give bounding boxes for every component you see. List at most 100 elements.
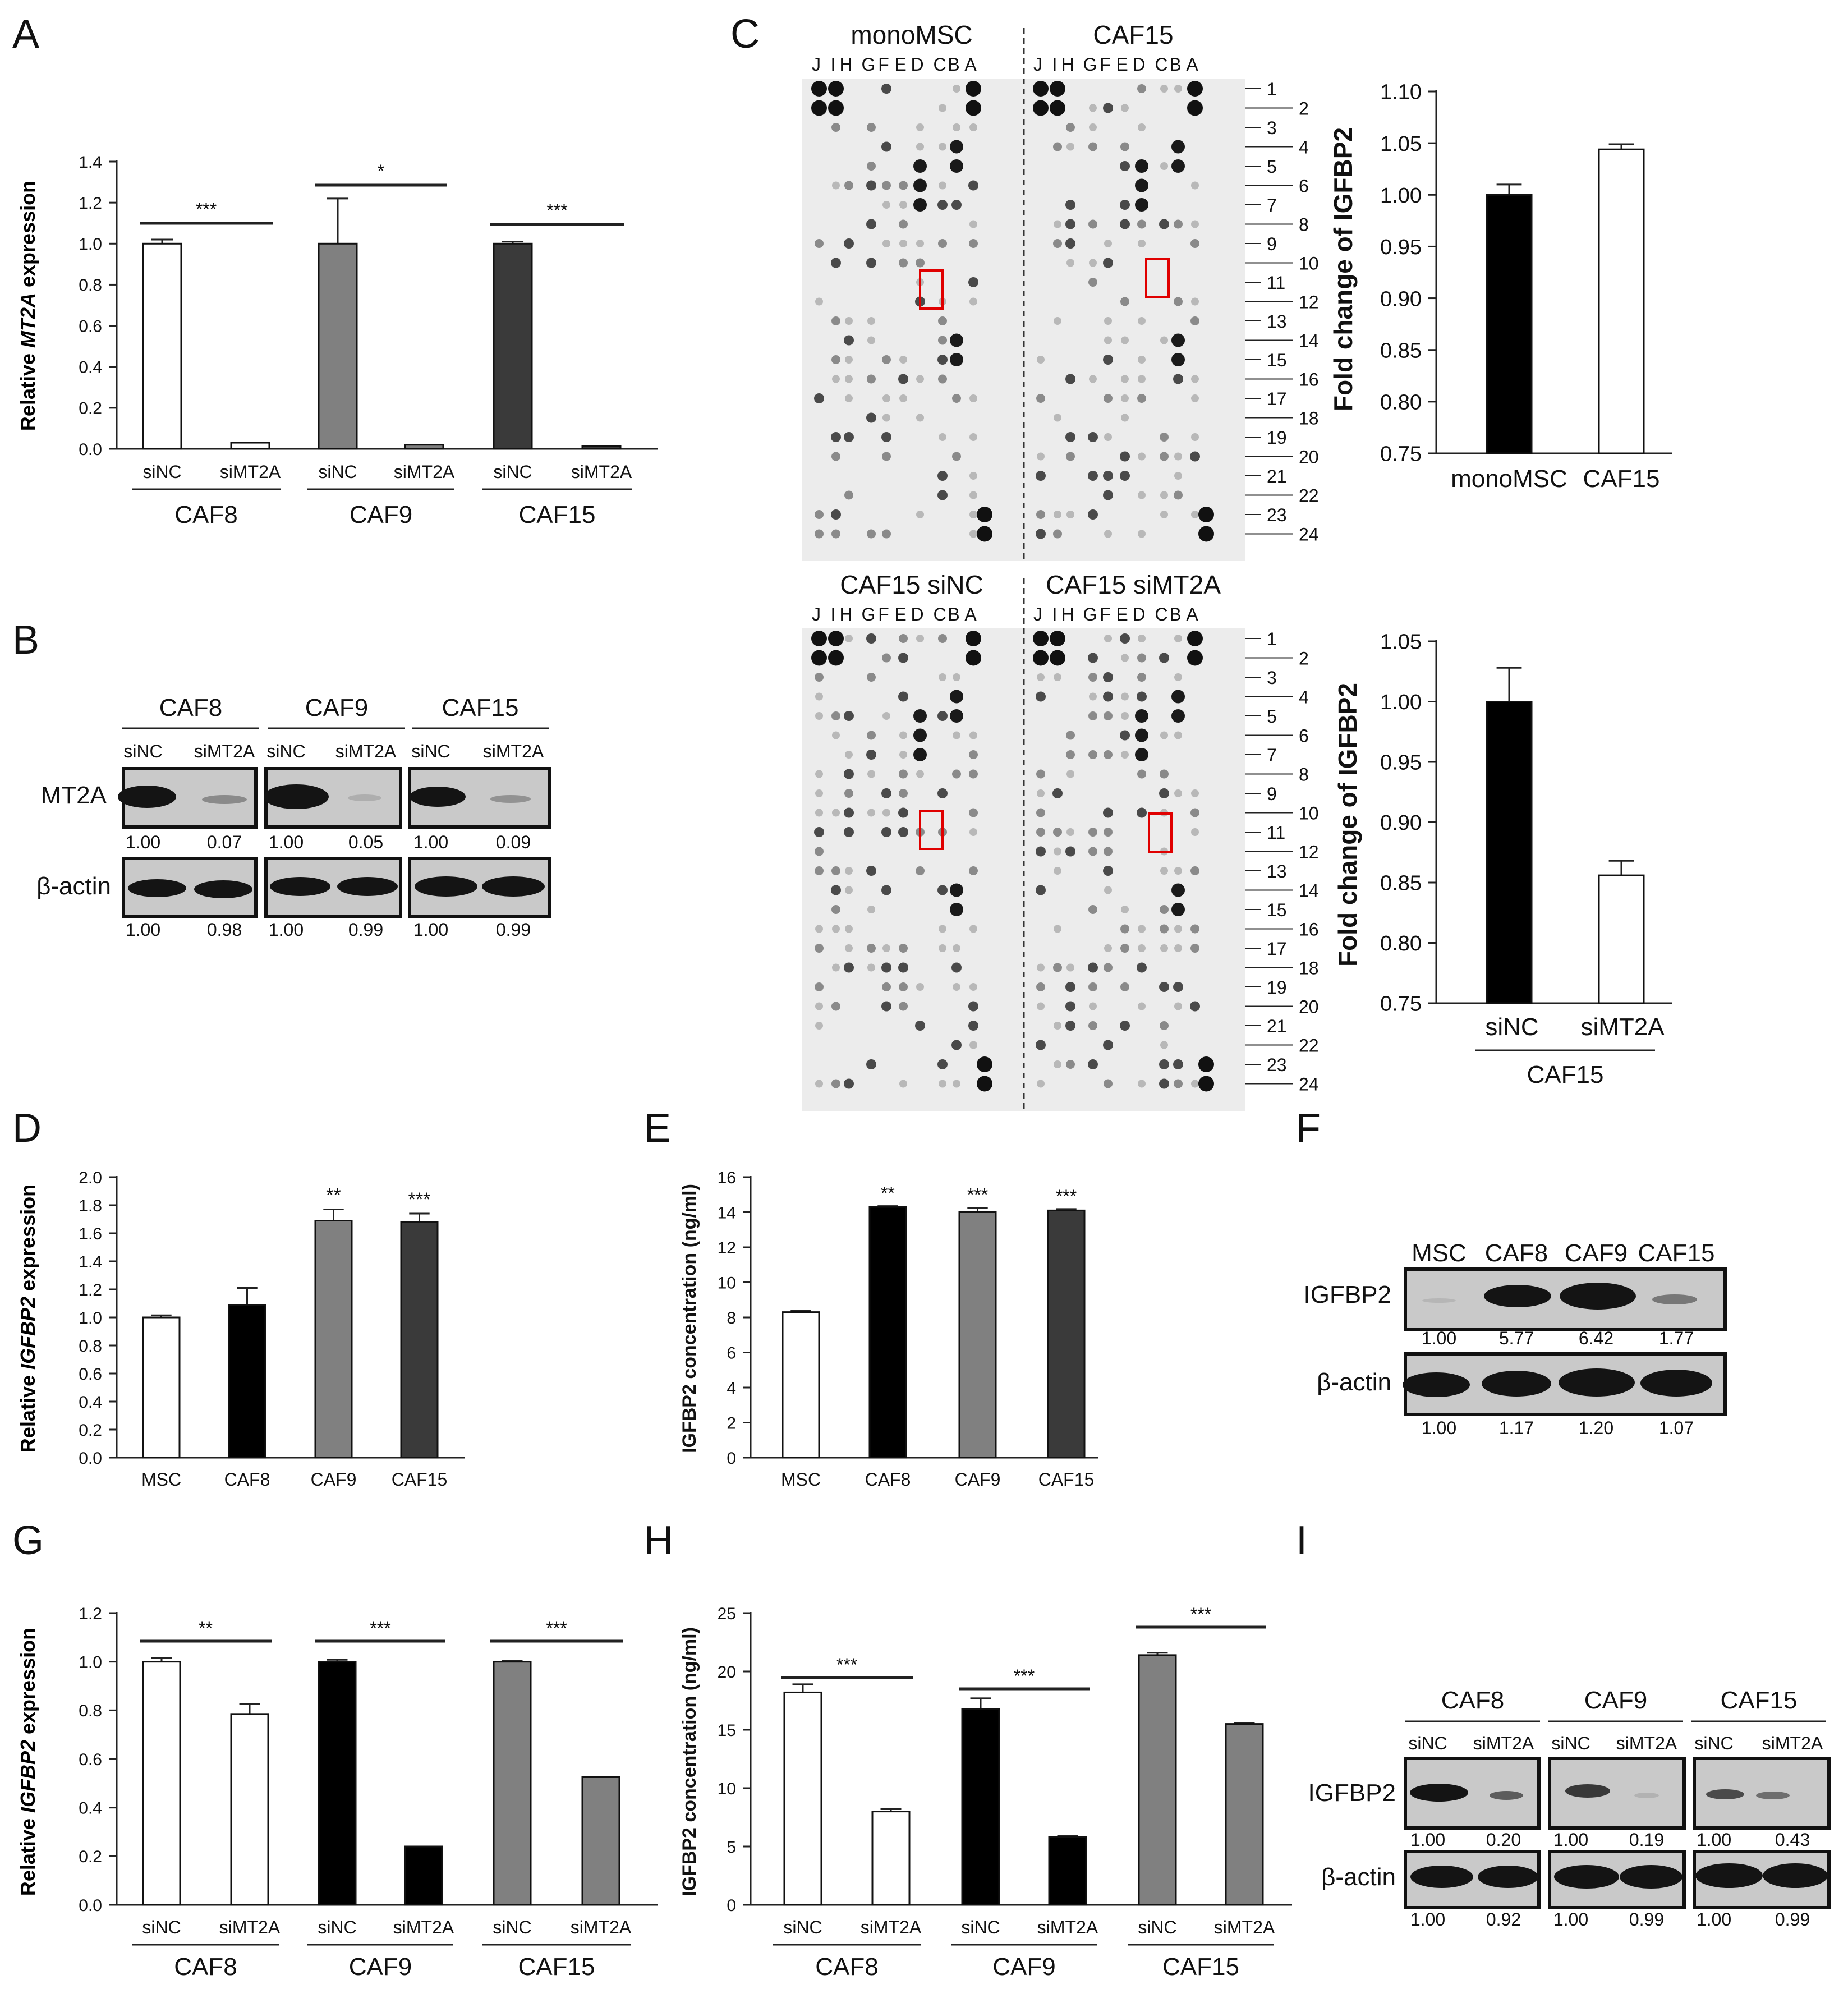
strong-spot (950, 709, 963, 723)
array-spot (1065, 219, 1075, 229)
array-spot (937, 471, 948, 481)
array-spot (898, 807, 908, 818)
array-spot (937, 355, 948, 365)
y-axis-label: IGFBP2 concentration (ng/ml) (679, 1627, 700, 1896)
y-tick-label: 10 (718, 1274, 736, 1292)
array-spot (1088, 219, 1097, 229)
array-spot (1174, 944, 1182, 952)
array-spot (1066, 750, 1075, 759)
array-row-number: 18 (1299, 408, 1319, 429)
array-row-number: 9 (1267, 234, 1277, 254)
array-spot (1104, 963, 1113, 972)
array-spot (953, 944, 960, 952)
array-spot (1065, 1021, 1075, 1031)
reference-spot (1187, 650, 1203, 666)
array-spot (881, 141, 891, 152)
array-spot (898, 653, 908, 663)
strong-spot (1171, 333, 1185, 347)
array-column-letter: I (831, 54, 836, 75)
y-tick-label: 14 (718, 1203, 736, 1222)
array-row-number: 8 (1299, 215, 1309, 235)
densitometry-value: 1.17 (1499, 1418, 1534, 1438)
array-spot (969, 491, 977, 499)
protein-band (1403, 1372, 1470, 1397)
array-row-number: 2 (1299, 649, 1309, 669)
array-row-number: 12 (1299, 842, 1319, 862)
y-label-part: Relative (16, 1370, 39, 1453)
array-spot (844, 432, 854, 442)
bar-caf9-sinc (318, 1661, 357, 1906)
array-column-letter: I (1052, 604, 1058, 624)
array-spot (1036, 808, 1045, 817)
array-spot (1103, 471, 1113, 481)
array-spot (1037, 1002, 1045, 1010)
array-spot (1088, 847, 1097, 856)
array-spot (1103, 691, 1113, 702)
array-spot (1104, 635, 1112, 642)
densitometry-value: 0.98 (207, 920, 242, 940)
array-spot (968, 1021, 978, 1031)
array-spot (969, 472, 977, 480)
panel-d-igfbp2-expression-chart: 0.0 0.2 0.4 0.6 0.8 1.0 1.2 1.4 1.6 1.8 2.0 Relativ… (16, 1169, 465, 1490)
array-spot (1088, 142, 1097, 151)
y-label-gene: IGFBP2 (16, 1740, 39, 1813)
densitometry-value: 0.99 (1775, 1909, 1810, 1930)
array-spot (916, 511, 924, 518)
x-tick-label: siMT2A (571, 462, 632, 482)
array-spot (815, 712, 823, 720)
reference-spot (828, 81, 844, 97)
array-row-number: 10 (1299, 254, 1319, 274)
x-tick-label: siNC (318, 1917, 356, 1937)
array-spot (1138, 944, 1146, 952)
array-spot (844, 711, 854, 721)
y-tick-label: 5 (727, 1838, 736, 1857)
array-row-number: 4 (1299, 687, 1309, 708)
significance-mark: ** (199, 1618, 213, 1638)
array-spot (969, 769, 978, 779)
array-spot (953, 123, 960, 131)
array-spot (1104, 394, 1113, 403)
array-row-number: 1 (1267, 79, 1277, 99)
y-tick-label: 1.4 (79, 153, 102, 172)
blot-row-label: IGFBP2 (1308, 1779, 1396, 1807)
strong-spot (1135, 728, 1148, 742)
protein-band (270, 877, 330, 896)
array-spot (1037, 452, 1045, 461)
group-label: CAF8 (174, 501, 237, 529)
array-column-letter: E (1116, 604, 1128, 624)
array-spot (953, 673, 960, 681)
panel-a-mt2a-chart: 0.0 0.2 0.4 0.6 0.8 1.0 1.2 1.4 Relative MT2A ex… (16, 153, 658, 529)
densitometry-value: 0.99 (496, 920, 531, 940)
reference-spot (811, 650, 827, 666)
reference-spot (811, 631, 827, 646)
array-spot (1138, 925, 1146, 933)
array-spot (1160, 769, 1169, 779)
reference-spot (811, 100, 827, 116)
array-row-number: 11 (1267, 823, 1285, 843)
bar-caf8-sinc (783, 1691, 822, 1906)
protein-band (1482, 1371, 1551, 1397)
densitometry-value: 1.00 (413, 920, 448, 940)
array-spot (1160, 452, 1169, 461)
protein-band (482, 876, 545, 897)
strong-spot (1135, 178, 1148, 192)
strong-spot (1135, 159, 1148, 173)
array-spot (899, 944, 908, 953)
array-spot (899, 982, 908, 991)
array-spot (1137, 807, 1147, 818)
group-label: CAF8 (815, 1953, 878, 1981)
igfbp2-highlight-box (919, 269, 944, 310)
array-row-number: 16 (1299, 370, 1319, 390)
y-tick-label: 0.0 (79, 1896, 102, 1915)
array-row-number: 24 (1299, 1074, 1319, 1095)
array-spot (916, 770, 924, 778)
x-tick-label: siNC (1485, 1013, 1538, 1041)
array-spot (1054, 1060, 1061, 1068)
array-row-number: 3 (1267, 118, 1277, 138)
array-spot (951, 962, 962, 973)
array-spot (1121, 336, 1129, 344)
protein-band (202, 795, 247, 804)
array-spot (1121, 906, 1129, 913)
